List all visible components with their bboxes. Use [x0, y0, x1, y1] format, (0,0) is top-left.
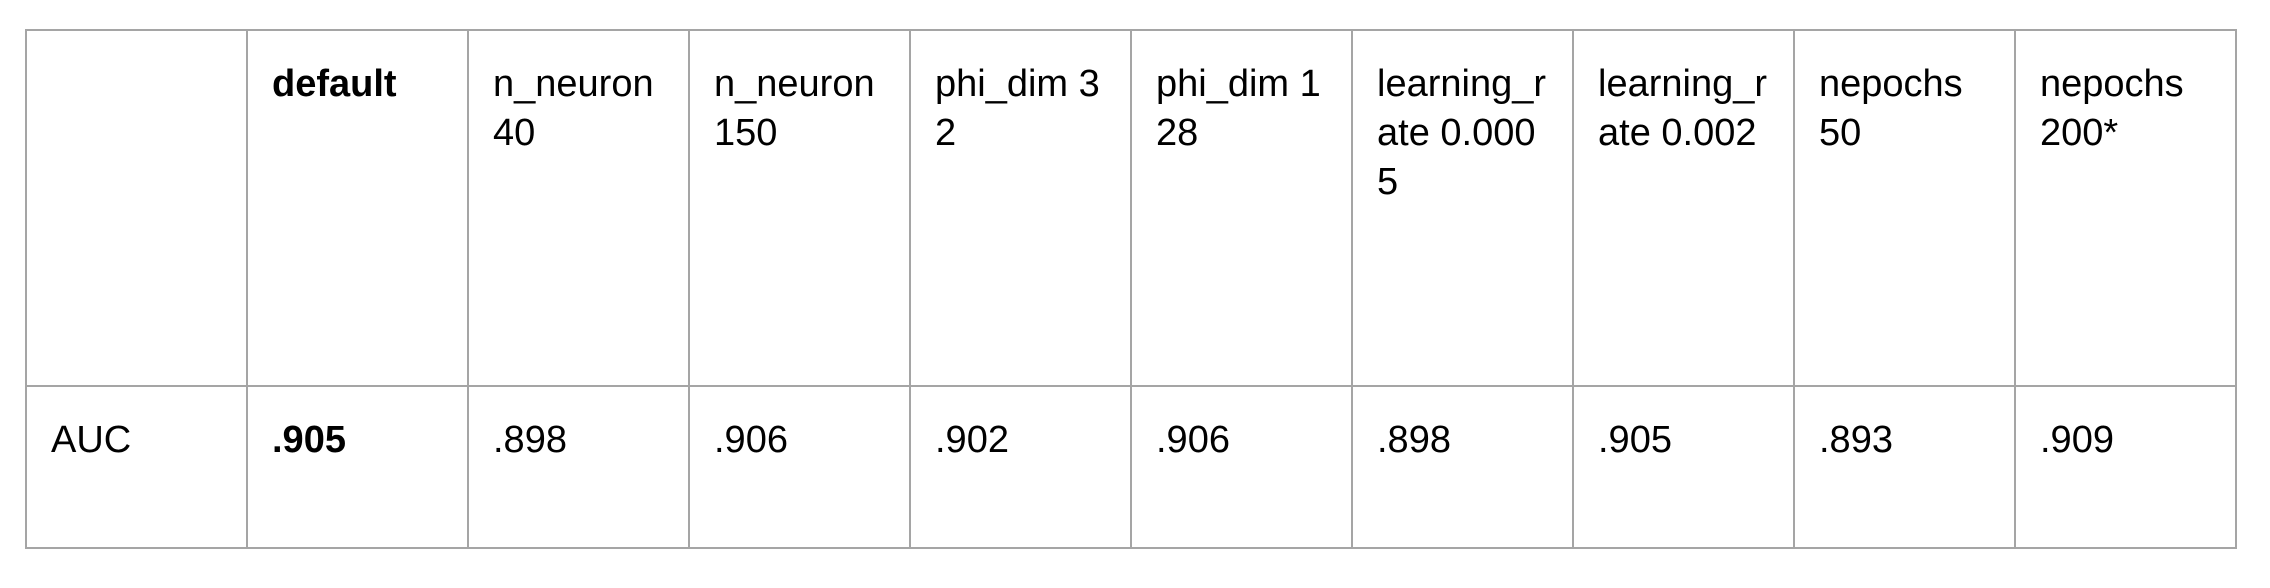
value-cell: .905 [1572, 385, 1795, 549]
row-label-auc: AUC [25, 385, 248, 549]
table-row: AUC .905 .898 .906 .902 .906 .898 .905 .… [25, 385, 2237, 549]
value-cell: .909 [2014, 385, 2237, 549]
value-cell: .902 [909, 385, 1132, 549]
header-cell-n-neuron-40: n_neuron 40 [467, 29, 690, 387]
table-corner-cell [25, 29, 248, 387]
value-cell: .898 [1351, 385, 1574, 549]
header-cell-nepochs-50: nepochs 50 [1793, 29, 2016, 387]
value-cell: .893 [1793, 385, 2016, 549]
header-cell-learning-rate-0-002: learning_rate 0.002 [1572, 29, 1795, 387]
value-cell-default: .905 [246, 385, 469, 549]
header-cell-learning-rate-0-0005: learning_rate 0.0005 [1351, 29, 1574, 387]
value-cell: .898 [467, 385, 690, 549]
header-cell-n-neuron-150: n_neuron 150 [688, 29, 911, 387]
header-cell-nepochs-200: nepochs 200* [2014, 29, 2237, 387]
results-table: default n_neuron 40 n_neuron 150 phi_dim… [25, 29, 2237, 549]
table-header-row: default n_neuron 40 n_neuron 150 phi_dim… [25, 29, 2237, 387]
header-cell-phi-dim-32: phi_dim 32 [909, 29, 1132, 387]
header-cell-phi-dim-128: phi_dim 128 [1130, 29, 1353, 387]
header-cell-default: default [246, 29, 469, 387]
value-cell: .906 [688, 385, 911, 549]
value-cell: .906 [1130, 385, 1353, 549]
